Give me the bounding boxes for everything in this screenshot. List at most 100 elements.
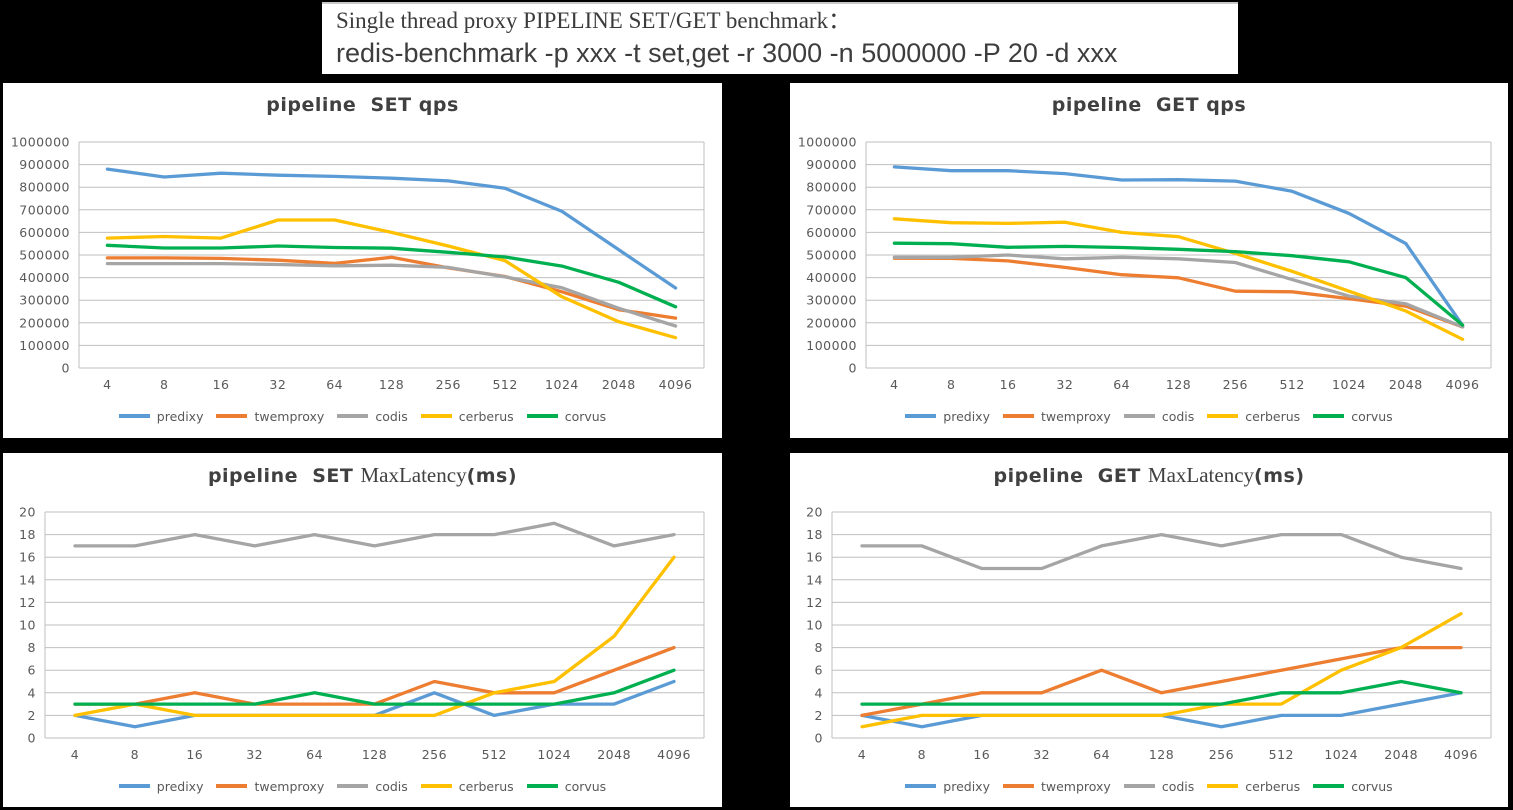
svg-text:8: 8 — [160, 377, 168, 392]
svg-text:128: 128 — [379, 377, 404, 392]
svg-text:400000: 400000 — [806, 270, 857, 285]
svg-text:64: 64 — [1113, 377, 1130, 392]
svg-text:32: 32 — [1056, 377, 1073, 392]
chart-legend: predixy twemproxy codis cerberus corvus — [790, 405, 1508, 427]
svg-text:8: 8 — [918, 747, 926, 762]
svg-text:300000: 300000 — [19, 293, 70, 308]
svg-text:4096: 4096 — [1444, 747, 1478, 762]
svg-text:512: 512 — [1279, 377, 1304, 392]
series-line-cerberus — [73, 555, 676, 718]
series-line-corvus — [105, 243, 678, 309]
svg-text:16: 16 — [213, 377, 230, 392]
svg-text:4: 4 — [103, 377, 111, 392]
gridlines — [44, 511, 705, 739]
legend-line-swatch — [1207, 784, 1239, 788]
svg-text:200000: 200000 — [19, 315, 70, 330]
svg-text:16: 16 — [19, 550, 36, 565]
legend-line-swatch — [1313, 784, 1345, 788]
benchmark-title: Single thread proxy PIPELINE SET/GET ben… — [336, 8, 852, 33]
legend-label: cerberus — [1245, 778, 1301, 794]
svg-text:16: 16 — [973, 747, 990, 762]
legend-item-cerberus: cerberus — [1207, 779, 1300, 794]
svg-text:14: 14 — [806, 572, 823, 587]
legend-label: predixy — [156, 778, 204, 794]
legend-label: corvus — [1351, 408, 1393, 424]
series-line-codis — [860, 532, 1463, 571]
chart-title-part: MaxLatency — [1147, 463, 1255, 487]
chart-title-set-maxlatency: pipeline SET MaxLatency(ms) — [3, 459, 722, 491]
legend-line-swatch — [1002, 784, 1034, 788]
svg-text:800000: 800000 — [806, 180, 857, 195]
legend-line-swatch — [118, 784, 150, 788]
legend-line-swatch — [337, 784, 369, 788]
legend-line-swatch — [1123, 414, 1155, 418]
legend-item-codis: codis — [1123, 778, 1195, 794]
svg-text:8: 8 — [28, 640, 36, 655]
chart-title-get-qps: pipeline GET qps — [790, 89, 1508, 121]
legend-item-corvus: corvus — [526, 409, 606, 424]
svg-text:2048: 2048 — [1389, 377, 1423, 392]
chart-panel-set-qps: 1000000 900000 800000 700000 600000 500000 400… — [3, 83, 722, 438]
chart-panel-set-maxlatency: 20 18 16 14 12 10 8 6 4 2 0 4 8 16 32 64 128 256 512 1024 20… — [3, 453, 722, 807]
svg-text:1024: 1024 — [545, 377, 579, 392]
legend-line-swatch — [1002, 414, 1034, 418]
legend-label: codis — [375, 778, 408, 794]
legend-label: twemproxy — [1040, 408, 1111, 424]
svg-text:300000: 300000 — [806, 293, 857, 308]
svg-text:512: 512 — [492, 377, 517, 392]
svg-text:256: 256 — [1223, 377, 1248, 392]
benchmark-header: Single thread proxy PIPELINE SET/GET ben… — [322, 2, 1238, 74]
svg-text:1000000: 1000000 — [11, 135, 70, 150]
svg-text:8: 8 — [815, 640, 823, 655]
gridlines — [865, 141, 1492, 369]
svg-text:4: 4 — [28, 685, 36, 700]
svg-text:500000: 500000 — [19, 248, 70, 263]
legend-label: predixy — [943, 778, 990, 794]
svg-text:1024: 1024 — [1332, 377, 1366, 392]
legend-line-swatch — [420, 414, 452, 418]
legend-label: codis — [1161, 778, 1195, 794]
svg-text:2048: 2048 — [602, 377, 636, 392]
svg-text:2: 2 — [28, 708, 36, 723]
legend-item-twemproxy: twemproxy — [216, 409, 324, 424]
chart-panel-get-maxlatency: 20 18 16 14 12 10 8 6 4 2 0 4 8 16 32 64 128 256 512 1024 20… — [790, 453, 1508, 807]
series-line-cerberus — [892, 217, 1465, 341]
set-qps-line-chart: 1000000900000800000700000600000500000400… — [11, 135, 705, 392]
get-qps-line-chart: 1000000900000800000700000600000500000400… — [798, 135, 1492, 392]
svg-text:128: 128 — [1149, 747, 1174, 762]
legend-item-corvus: corvus — [1313, 779, 1393, 794]
legend-item-codis: codis — [1123, 409, 1194, 424]
legend-item-codis: codis — [337, 408, 408, 424]
svg-text:900000: 900000 — [19, 157, 70, 172]
series-line-twemproxy — [105, 255, 678, 320]
svg-text:12: 12 — [806, 595, 823, 610]
legend-line-swatch — [420, 784, 452, 788]
legend-line-swatch — [118, 414, 150, 418]
svg-text:600000: 600000 — [806, 225, 857, 240]
legend-item-corvus: corvus — [1313, 409, 1393, 424]
series-line-cerberus — [860, 612, 1463, 729]
legend-item-cerberus: cerberus — [420, 778, 514, 794]
series-line-twemproxy — [73, 645, 676, 706]
legend-item-predixy: predixy — [118, 409, 203, 424]
series-line-twemproxy — [860, 645, 1463, 718]
svg-text:1000000: 1000000 — [798, 135, 857, 150]
svg-text:4: 4 — [890, 377, 898, 392]
legend-line-swatch — [1207, 414, 1239, 418]
series-line-codis — [105, 261, 678, 328]
chart-title-part: pipeline SET — [207, 465, 361, 487]
svg-text:512: 512 — [1269, 747, 1294, 762]
svg-text:8: 8 — [131, 747, 139, 762]
legend-label: cerberus — [458, 778, 514, 794]
svg-text:700000: 700000 — [806, 202, 857, 217]
legend-label: twemproxy — [254, 408, 325, 424]
svg-text:12: 12 — [19, 595, 36, 610]
legend-item-cerberus: cerberus — [420, 409, 514, 424]
svg-text:4096: 4096 — [657, 747, 691, 762]
svg-text:16: 16 — [186, 747, 203, 762]
legend-label: codis — [375, 408, 408, 424]
svg-text:32: 32 — [1033, 747, 1050, 762]
